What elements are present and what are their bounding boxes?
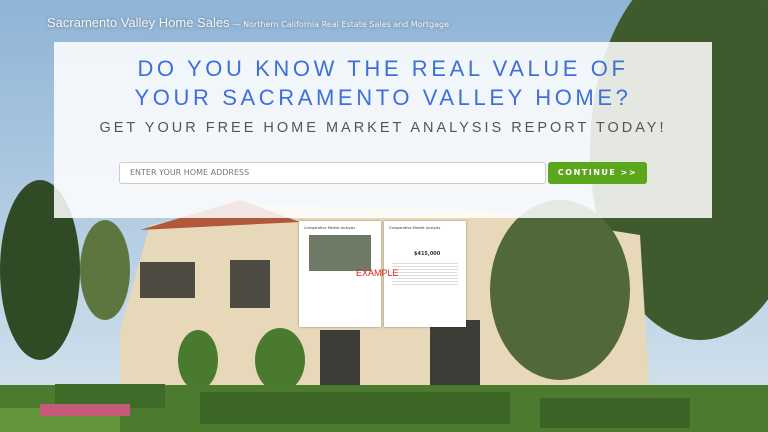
example-label: EXAMPLE	[356, 268, 399, 278]
report-preview: Comparative Market Analysis	[299, 221, 381, 327]
report-price: $415,000	[414, 251, 441, 257]
headline: DO YOU KNOW THE REAL VALUE OF YOUR SACRA…	[134, 56, 632, 110]
subheadline: GET YOUR FREE HOME MARKET ANALYSIS REPOR…	[99, 120, 667, 136]
site-header: Sacramento Valley Home Sales — Northern C…	[47, 12, 449, 31]
report-title: Comparative Market Analysis	[304, 226, 356, 230]
continue-button[interactable]: CONTINUE >>	[548, 162, 647, 184]
hero-panel: DO YOU KNOW THE REAL VALUE OF YOUR SACRA…	[54, 42, 712, 218]
report-table	[392, 261, 458, 285]
site-title[interactable]: Sacramento Valley Home Sales	[47, 15, 230, 30]
report-photo	[309, 235, 371, 271]
report-title: Comparative Market Analysis	[389, 226, 441, 230]
address-input[interactable]: ENTER YOUR HOME ADDRESS	[119, 162, 546, 184]
tagline: — Northern California Real Estate Sales …	[232, 20, 449, 29]
report-preview: Comparative Market Analysis $415,000	[384, 221, 466, 327]
